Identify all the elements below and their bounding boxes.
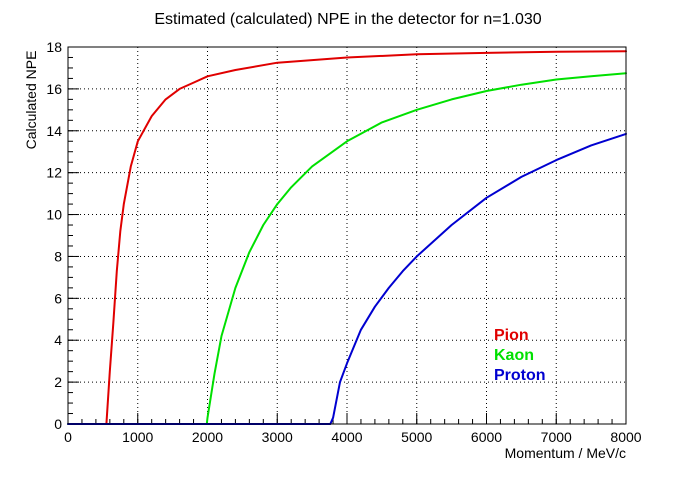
x-tick-label: 7000	[541, 429, 572, 445]
legend-label-kaon: Kaon	[494, 347, 534, 364]
y-tick-label: 0	[54, 416, 62, 432]
legend-label-pion: Pion	[494, 327, 529, 344]
y-axis-label: Calculated NPE	[23, 51, 39, 150]
y-tick-label: 10	[46, 207, 62, 223]
y-tick-label: 18	[46, 39, 62, 55]
x-tick-label: 3000	[262, 429, 293, 445]
y-tick-label: 6	[54, 290, 62, 306]
x-tick-label: 8000	[610, 429, 641, 445]
x-axis-label: Momentum / MeV/c	[505, 445, 626, 461]
x-tick-label: 6000	[471, 429, 502, 445]
legend: Pion Kaon Proton	[494, 327, 546, 384]
y-tick-label: 4	[54, 332, 62, 348]
plot-frame	[67, 46, 627, 425]
y-tick-label: 8	[54, 248, 62, 264]
y-tick-label: 2	[54, 374, 62, 390]
y-tick-label: 14	[46, 123, 62, 139]
series-line-kaon	[67, 72, 627, 425]
grid-lines	[68, 47, 626, 424]
y-tick-label: 12	[46, 165, 62, 181]
x-tick-label: 2000	[192, 429, 223, 445]
series-lines	[67, 50, 627, 425]
series-line-proton	[67, 132, 627, 425]
y-tick-label: 16	[46, 81, 62, 97]
x-tick-label: 0	[64, 429, 72, 445]
series-line-pion	[67, 50, 627, 425]
legend-label-proton: Proton	[494, 367, 546, 384]
x-tick-label: 4000	[331, 429, 362, 445]
x-tick-label: 1000	[122, 429, 153, 445]
chart-title: Estimated (calculated) NPE in the detect…	[154, 11, 541, 28]
axis-ticks: 0 1000 2000 3000 4000 5000 6000 7000 8000 0 2 4 6 8 10…	[46, 39, 641, 445]
x-tick-label: 5000	[401, 429, 432, 445]
